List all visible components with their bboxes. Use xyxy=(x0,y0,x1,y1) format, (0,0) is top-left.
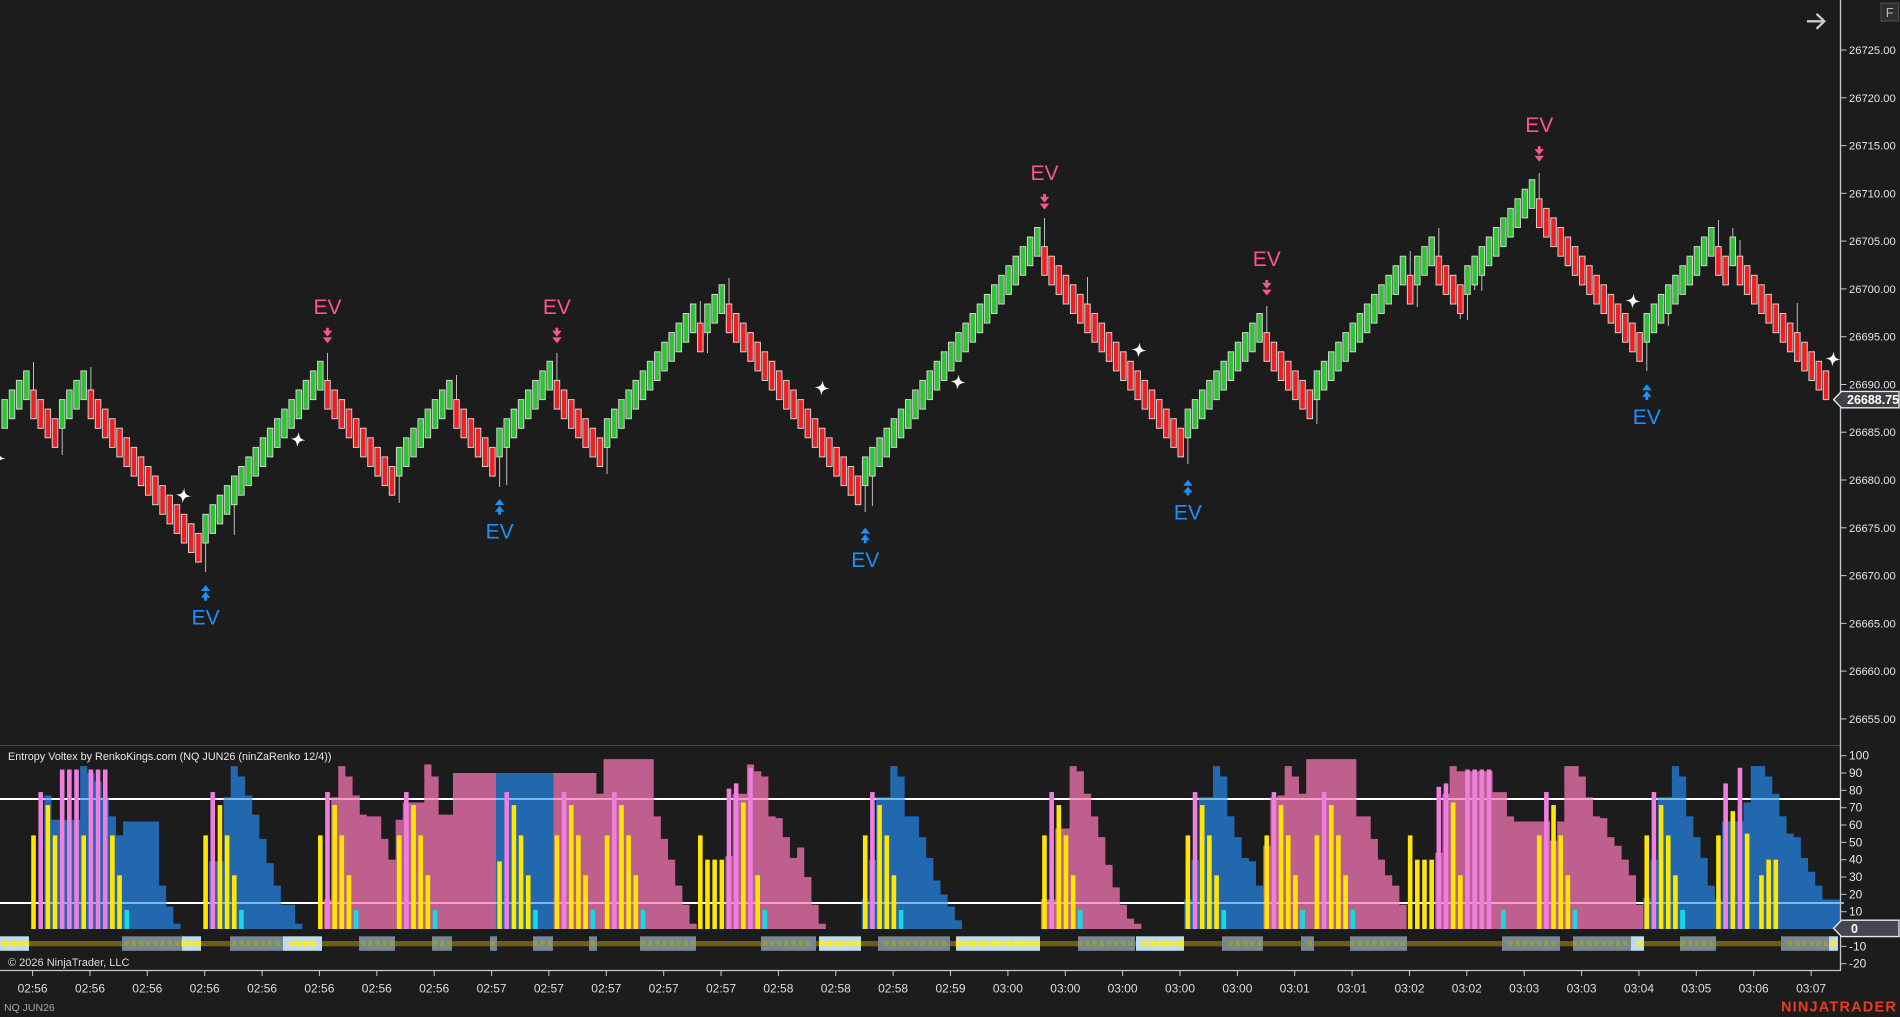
svg-text:EV: EV xyxy=(1525,114,1553,137)
svg-text:02:56: 02:56 xyxy=(132,982,162,996)
svg-text:-10: -10 xyxy=(1849,939,1867,953)
svg-text:02:57: 02:57 xyxy=(534,982,564,996)
svg-text:26655.00: 26655.00 xyxy=(1849,714,1896,726)
svg-text:80: 80 xyxy=(1849,783,1863,797)
svg-text:03:04: 03:04 xyxy=(1624,982,1654,996)
svg-text:10: 10 xyxy=(1849,905,1863,919)
svg-text:03:01: 03:01 xyxy=(1280,982,1310,996)
svg-text:26715.00: 26715.00 xyxy=(1849,141,1896,153)
svg-text:02:58: 02:58 xyxy=(821,982,851,996)
svg-text:26695.00: 26695.00 xyxy=(1849,332,1896,344)
svg-text:EV: EV xyxy=(1633,406,1661,429)
svg-text:EV: EV xyxy=(543,296,571,319)
svg-text:26680.00: 26680.00 xyxy=(1849,475,1896,487)
svg-text:26675.00: 26675.00 xyxy=(1849,523,1896,535)
svg-text:F: F xyxy=(1886,5,1894,20)
svg-text:02:57: 02:57 xyxy=(591,982,621,996)
svg-text:26660.00: 26660.00 xyxy=(1849,666,1896,678)
svg-text:26665.00: 26665.00 xyxy=(1849,618,1896,630)
svg-text:26700.00: 26700.00 xyxy=(1849,284,1896,296)
svg-text:EV: EV xyxy=(1174,501,1202,524)
svg-text:20: 20 xyxy=(1849,887,1863,901)
svg-text:70: 70 xyxy=(1849,801,1863,815)
svg-text:02:56: 02:56 xyxy=(247,982,277,996)
svg-text:03:06: 03:06 xyxy=(1739,982,1769,996)
svg-text:30: 30 xyxy=(1849,870,1863,884)
svg-text:03:05: 03:05 xyxy=(1681,982,1711,996)
svg-text:EV: EV xyxy=(1030,162,1058,185)
svg-text:03:07: 03:07 xyxy=(1796,982,1826,996)
svg-text:26725.00: 26725.00 xyxy=(1849,45,1896,57)
svg-text:EV: EV xyxy=(313,296,341,319)
svg-text:EV: EV xyxy=(1253,248,1281,271)
svg-text:02:59: 02:59 xyxy=(935,982,965,996)
svg-text:60: 60 xyxy=(1849,818,1863,832)
svg-text:03:00: 03:00 xyxy=(993,982,1023,996)
svg-text:03:03: 03:03 xyxy=(1567,982,1597,996)
svg-text:26688.75: 26688.75 xyxy=(1847,393,1899,407)
svg-text:26705.00: 26705.00 xyxy=(1849,236,1896,248)
svg-text:03:01: 03:01 xyxy=(1337,982,1367,996)
svg-text:02:56: 02:56 xyxy=(75,982,105,996)
svg-text:Entropy Voltex by RenkoKings.c: Entropy Voltex by RenkoKings.com (NQ JUN… xyxy=(8,751,331,763)
svg-text:02:58: 02:58 xyxy=(763,982,793,996)
svg-text:02:56: 02:56 xyxy=(419,982,449,996)
svg-text:03:03: 03:03 xyxy=(1509,982,1539,996)
svg-text:26670.00: 26670.00 xyxy=(1849,571,1896,583)
svg-text:03:00: 03:00 xyxy=(1165,982,1195,996)
svg-text:02:58: 02:58 xyxy=(878,982,908,996)
svg-text:NQ JUN26: NQ JUN26 xyxy=(4,1002,55,1014)
svg-text:02:57: 02:57 xyxy=(649,982,679,996)
svg-text:03:00: 03:00 xyxy=(1050,982,1080,996)
svg-text:EV: EV xyxy=(851,549,879,572)
svg-text:02:57: 02:57 xyxy=(706,982,736,996)
svg-text:26720.00: 26720.00 xyxy=(1849,93,1896,105)
svg-text:40: 40 xyxy=(1849,853,1863,867)
svg-text:02:57: 02:57 xyxy=(477,982,507,996)
svg-text:90: 90 xyxy=(1849,766,1863,780)
svg-text:02:56: 02:56 xyxy=(362,982,392,996)
svg-text:EV: EV xyxy=(486,521,514,544)
svg-text:NINJATRADER: NINJATRADER xyxy=(1781,1000,1897,1016)
svg-text:100: 100 xyxy=(1849,749,1869,763)
svg-text:02:56: 02:56 xyxy=(304,982,334,996)
svg-text:26710.00: 26710.00 xyxy=(1849,188,1896,200)
svg-text:03:02: 03:02 xyxy=(1452,982,1482,996)
svg-text:03:00: 03:00 xyxy=(1222,982,1252,996)
svg-text:-20: -20 xyxy=(1849,957,1867,971)
svg-text:03:00: 03:00 xyxy=(1108,982,1138,996)
svg-text:03:02: 03:02 xyxy=(1394,982,1424,996)
svg-text:50: 50 xyxy=(1849,835,1863,849)
svg-text:02:56: 02:56 xyxy=(18,982,48,996)
svg-text:EV: EV xyxy=(192,607,220,630)
svg-text:26685.00: 26685.00 xyxy=(1849,427,1896,439)
svg-text:0: 0 xyxy=(1851,922,1858,936)
svg-text:02:56: 02:56 xyxy=(190,982,220,996)
svg-text:26690.00: 26690.00 xyxy=(1849,380,1896,392)
svg-text:© 2026 NinjaTrader, LLC: © 2026 NinjaTrader, LLC xyxy=(8,957,129,969)
